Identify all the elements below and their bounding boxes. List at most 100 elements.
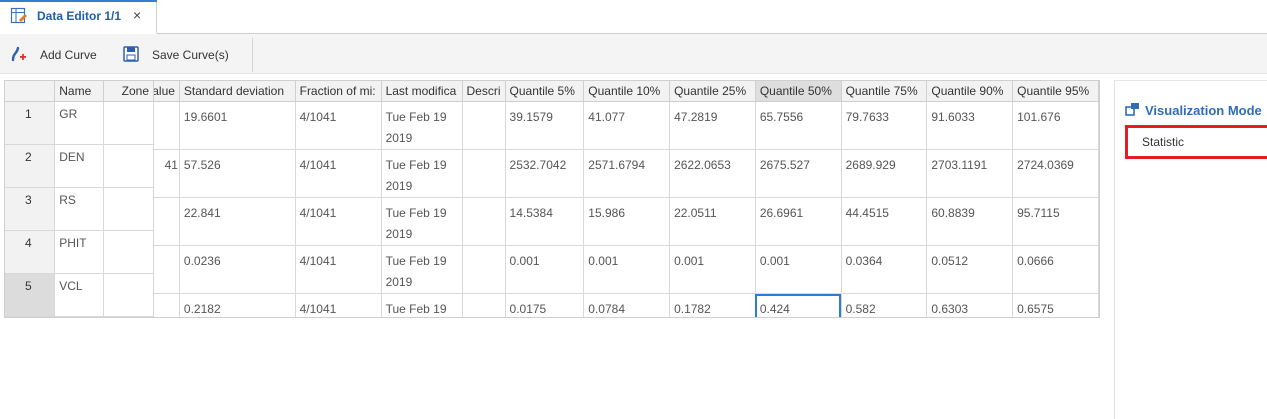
table-cell[interactable]: 2571.6794 bbox=[583, 149, 671, 198]
zone-cell[interactable] bbox=[103, 101, 154, 145]
table-cell[interactable]: 0.0364 bbox=[841, 245, 928, 294]
data-grid[interactable]: alue Standard deviation Fraction of mi: Las… bbox=[4, 80, 1100, 318]
row-number[interactable]: 1 bbox=[5, 101, 56, 145]
column-header[interactable]: Quantile 10% bbox=[583, 80, 671, 102]
zone-cell[interactable] bbox=[103, 273, 154, 317]
frozen-row: 1 GR bbox=[5, 101, 154, 145]
table-cell[interactable]: 41.077 bbox=[583, 101, 671, 150]
save-curves-button[interactable]: Save Curve(s) bbox=[122, 44, 229, 66]
table-cell[interactable]: 26.6961 bbox=[755, 197, 842, 246]
table-cell[interactable]: 4/1041 bbox=[295, 101, 382, 150]
add-curve-label: Add Curve bbox=[40, 48, 97, 62]
table-cell[interactable]: 0.1782 bbox=[669, 293, 756, 317]
column-header[interactable]: Quantile 90% bbox=[926, 80, 1014, 102]
table-row: 22.841 4/1041 Tue Feb 19 2019 14.5384 15.986… bbox=[5, 197, 1099, 246]
table-cell[interactable]: 44.4515 bbox=[841, 197, 928, 246]
row-number[interactable]: 5 bbox=[5, 273, 56, 317]
column-header[interactable]: Descri bbox=[462, 80, 506, 102]
table-cell[interactable]: 47.2819 bbox=[669, 101, 756, 150]
close-icon[interactable]: × bbox=[133, 7, 142, 23]
table-cell[interactable]: 0.0784 bbox=[583, 293, 671, 317]
table-cell[interactable]: 0.001 bbox=[505, 245, 585, 294]
curve-name-cell[interactable]: VCL bbox=[54, 273, 105, 317]
table-cell[interactable]: Tue Feb 19 2019 bbox=[381, 101, 463, 150]
table-cell[interactable]: 91.6033 bbox=[926, 101, 1014, 150]
column-header[interactable]: Fraction of mi: bbox=[295, 80, 382, 102]
table-cell[interactable]: Tue Feb 19 2019 bbox=[381, 245, 463, 294]
table-cell[interactable] bbox=[462, 101, 506, 150]
column-header[interactable]: Last modifica bbox=[381, 80, 463, 102]
column-header[interactable]: Quantile 5% bbox=[505, 80, 585, 102]
table-cell[interactable]: Tue Feb 19 2019 bbox=[381, 293, 463, 317]
table-cell[interactable]: 22.841 bbox=[179, 197, 296, 246]
corner-cell[interactable] bbox=[5, 80, 56, 102]
table-cell[interactable] bbox=[462, 293, 506, 317]
table-cell[interactable]: 0.001 bbox=[755, 245, 842, 294]
table-cell[interactable] bbox=[462, 149, 506, 198]
table-cell[interactable]: 4/1041 bbox=[295, 149, 382, 198]
table-cell[interactable] bbox=[462, 197, 506, 246]
table-cell[interactable]: 4/1041 bbox=[295, 245, 382, 294]
table-cell[interactable]: 79.7633 bbox=[841, 101, 928, 150]
table-cell[interactable]: 0.0512 bbox=[926, 245, 1014, 294]
curve-name-cell[interactable]: PHIT bbox=[54, 230, 105, 274]
table-cell[interactable]: 4/1041 bbox=[295, 197, 382, 246]
table-cell[interactable]: 57.526 bbox=[179, 149, 296, 198]
tab-accent bbox=[0, 0, 157, 2]
zone-cell[interactable] bbox=[103, 144, 154, 188]
column-header[interactable]: Quantile 25% bbox=[669, 80, 756, 102]
curve-name-cell[interactable]: RS bbox=[54, 187, 105, 231]
table-cell[interactable]: 101.676 bbox=[1012, 101, 1099, 150]
column-header[interactable]: Quantile 50% bbox=[755, 80, 842, 102]
tab-data-editor[interactable]: Data Editor 1/1 × bbox=[0, 0, 157, 34]
table-cell[interactable]: 0.6303 bbox=[926, 293, 1014, 317]
table-cell[interactable]: Tue Feb 19 2019 bbox=[381, 149, 463, 198]
table-cell[interactable] bbox=[147, 293, 180, 317]
statistic-mode-option[interactable]: Statistic bbox=[1125, 125, 1267, 159]
curve-name-cell[interactable]: DEN bbox=[54, 144, 105, 188]
table-cell[interactable]: 14.5384 bbox=[505, 197, 585, 246]
table-cell[interactable]: 2689.929 bbox=[841, 149, 928, 198]
table-cell[interactable]: 60.8839 bbox=[926, 197, 1014, 246]
table-cell[interactable]: 0.582 bbox=[841, 293, 928, 317]
table-cell[interactable]: 95.7115 bbox=[1012, 197, 1099, 246]
table-row: 0.0236 4/1041 Tue Feb 19 2019 0.001 0.001 0.0… bbox=[5, 245, 1099, 294]
column-header[interactable]: Standard deviation bbox=[179, 80, 296, 102]
table-cell[interactable]: 22.0511 bbox=[669, 197, 756, 246]
table-cell[interactable] bbox=[462, 245, 506, 294]
table-cell[interactable]: 2703.1191 bbox=[926, 149, 1014, 198]
table-cell[interactable]: 0.001 bbox=[669, 245, 756, 294]
column-header[interactable]: alue bbox=[147, 80, 180, 102]
row-number[interactable]: 2 bbox=[5, 144, 56, 188]
table-cell[interactable]: 0.6575 bbox=[1012, 293, 1099, 317]
zone-cell[interactable] bbox=[103, 230, 154, 274]
table-cell[interactable]: 65.7556 bbox=[755, 101, 842, 150]
column-header[interactable]: Quantile 75% bbox=[841, 80, 928, 102]
table-cell[interactable]: 0.0175 bbox=[505, 293, 585, 317]
column-header-name[interactable]: Name bbox=[54, 80, 105, 102]
table-cell[interactable]: 0.2182 bbox=[179, 293, 296, 317]
table-cell[interactable]: 0.0666 bbox=[1012, 245, 1099, 294]
row-number[interactable]: 3 bbox=[5, 187, 56, 231]
table-cell[interactable]: 39.1579 bbox=[505, 101, 585, 150]
table-cell[interactable]: 2532.7042 bbox=[505, 149, 585, 198]
column-header-zone[interactable]: Zone bbox=[103, 80, 154, 102]
table-cell[interactable]: 2622.0653 bbox=[669, 149, 756, 198]
table-cell[interactable]: 0.001 bbox=[583, 245, 671, 294]
selected-cell[interactable]: 0.424 bbox=[755, 293, 842, 317]
column-header[interactable]: Quantile 95% bbox=[1012, 80, 1099, 102]
row-number[interactable]: 4 bbox=[5, 230, 56, 274]
visualization-mode-title: Visualization Mode bbox=[1125, 102, 1262, 119]
add-curve-button[interactable]: Add Curve bbox=[10, 44, 97, 66]
table-cell[interactable]: Tue Feb 19 2019 bbox=[381, 197, 463, 246]
table-cell[interactable]: 0.0236 bbox=[179, 245, 296, 294]
table-cell[interactable]: 2724.0369 bbox=[1012, 149, 1099, 198]
curve-name-cell[interactable]: GR bbox=[54, 101, 105, 145]
add-curve-icon bbox=[10, 45, 28, 66]
table-cell[interactable]: 4/1041 bbox=[295, 293, 382, 317]
table-cell[interactable]: 15.986 bbox=[583, 197, 671, 246]
table-cell[interactable]: 19.6601 bbox=[179, 101, 296, 150]
table-cell[interactable]: 2675.527 bbox=[755, 149, 842, 198]
zone-cell[interactable] bbox=[103, 187, 154, 231]
selected-cell-value: 0.424 bbox=[759, 302, 790, 316]
